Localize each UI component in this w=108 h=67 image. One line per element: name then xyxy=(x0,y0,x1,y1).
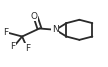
Text: O: O xyxy=(31,12,37,21)
Text: N: N xyxy=(52,25,58,34)
Text: F: F xyxy=(3,28,9,37)
Text: F: F xyxy=(10,42,15,51)
Text: F: F xyxy=(25,44,30,53)
